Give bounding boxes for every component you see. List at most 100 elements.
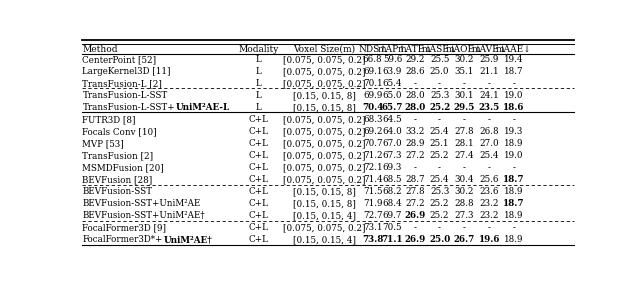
Text: 26.7: 26.7 [454, 235, 475, 244]
Text: 25.2: 25.2 [429, 103, 450, 112]
Text: 71.2: 71.2 [363, 151, 383, 160]
Text: 27.0: 27.0 [479, 139, 499, 148]
Text: 19.0: 19.0 [504, 91, 524, 100]
Text: 69.7: 69.7 [383, 211, 402, 220]
Text: 25.4: 25.4 [430, 127, 449, 136]
Text: -: - [413, 115, 416, 124]
Text: 70.4: 70.4 [362, 103, 383, 112]
Text: [0.15, 0.15, 8]: [0.15, 0.15, 8] [293, 91, 356, 100]
Text: 25.3: 25.3 [430, 187, 449, 196]
Text: 65.4: 65.4 [383, 79, 403, 88]
Text: 28.6: 28.6 [405, 67, 424, 76]
Text: 26.9: 26.9 [404, 235, 426, 244]
Text: 28.0: 28.0 [404, 103, 426, 112]
Text: 73.1: 73.1 [363, 223, 382, 232]
Text: mATE↓: mATE↓ [397, 45, 432, 54]
Text: 26.9: 26.9 [404, 211, 426, 220]
Text: 19.0: 19.0 [504, 151, 524, 160]
Text: -: - [513, 115, 515, 124]
Text: mASE↓: mASE↓ [422, 45, 458, 54]
Text: -: - [513, 163, 515, 172]
Text: 23.6: 23.6 [479, 187, 499, 196]
Text: FocalFormer3D*+: FocalFormer3D*+ [83, 235, 163, 244]
Text: 18.7: 18.7 [503, 175, 525, 184]
Text: 23.2: 23.2 [479, 199, 499, 208]
Text: 66.8: 66.8 [363, 55, 383, 64]
Text: 70.1: 70.1 [363, 79, 383, 88]
Text: 25.4: 25.4 [479, 151, 499, 160]
Text: -: - [438, 79, 441, 88]
Text: MSMDFusion [20]: MSMDFusion [20] [83, 163, 164, 172]
Text: L: L [256, 79, 261, 88]
Text: C+L: C+L [248, 175, 269, 184]
Text: 69.3: 69.3 [383, 163, 402, 172]
Text: 68.3: 68.3 [363, 115, 382, 124]
Text: mAAE↓: mAAE↓ [496, 45, 532, 54]
Text: 27.8: 27.8 [454, 127, 474, 136]
Text: [0.075, 0.075, 0.2]: [0.075, 0.075, 0.2] [283, 55, 365, 64]
Text: 68.5: 68.5 [383, 175, 402, 184]
Text: [0.15, 0.15, 8]: [0.15, 0.15, 8] [293, 103, 356, 112]
Text: [0.075, 0.075, 0.2]: [0.075, 0.075, 0.2] [283, 223, 365, 232]
Text: Voxel Size(m): Voxel Size(m) [293, 45, 355, 54]
Text: 19.4: 19.4 [504, 55, 524, 64]
Text: 25.0: 25.0 [429, 235, 450, 244]
Text: C+L: C+L [248, 163, 269, 172]
Text: -: - [438, 223, 441, 232]
Text: 71.5: 71.5 [363, 187, 382, 196]
Text: mAVE↓: mAVE↓ [472, 45, 507, 54]
Text: C+L: C+L [248, 235, 269, 244]
Text: TransFusion-L [2]: TransFusion-L [2] [83, 79, 163, 88]
Text: 29.2: 29.2 [405, 55, 424, 64]
Text: 18.7: 18.7 [504, 67, 524, 76]
Text: 18.9: 18.9 [504, 187, 524, 196]
Text: -: - [438, 115, 441, 124]
Text: -: - [438, 163, 441, 172]
Text: C+L: C+L [248, 151, 269, 160]
Text: [0.075, 0.075, 0.2]: [0.075, 0.075, 0.2] [283, 175, 365, 184]
Text: 71.4: 71.4 [363, 175, 383, 184]
Text: 25.5: 25.5 [430, 55, 449, 64]
Text: 25.0: 25.0 [430, 67, 449, 76]
Text: LargeKernel3D [11]: LargeKernel3D [11] [83, 67, 171, 76]
Text: C+L: C+L [248, 139, 269, 148]
Text: 18.9: 18.9 [504, 139, 524, 148]
Text: 63.9: 63.9 [383, 67, 402, 76]
Text: 28.0: 28.0 [405, 91, 424, 100]
Text: C+L: C+L [248, 127, 269, 136]
Text: 26.8: 26.8 [479, 127, 499, 136]
Text: -: - [463, 223, 466, 232]
Text: 28.9: 28.9 [405, 139, 424, 148]
Text: C+L: C+L [248, 211, 269, 220]
Text: 30.2: 30.2 [454, 187, 474, 196]
Text: 18.7: 18.7 [503, 199, 525, 208]
Text: 27.8: 27.8 [405, 187, 424, 196]
Text: L: L [256, 67, 261, 76]
Text: 19.6: 19.6 [479, 235, 500, 244]
Text: MVP [53]: MVP [53] [83, 139, 124, 148]
Text: 30.4: 30.4 [454, 175, 474, 184]
Text: 24.1: 24.1 [479, 91, 499, 100]
Text: 28.8: 28.8 [454, 199, 474, 208]
Text: 21.1: 21.1 [479, 67, 499, 76]
Text: [0.15, 0.15, 4]: [0.15, 0.15, 4] [292, 211, 356, 220]
Text: CenterPoint [52]: CenterPoint [52] [83, 55, 157, 64]
Text: C+L: C+L [248, 115, 269, 124]
Text: 28.7: 28.7 [405, 175, 424, 184]
Text: [0.075, 0.075, 0.2]: [0.075, 0.075, 0.2] [283, 151, 365, 160]
Text: [0.15, 0.15, 4]: [0.15, 0.15, 4] [292, 235, 356, 244]
Text: 69.1: 69.1 [363, 67, 382, 76]
Text: 64.5: 64.5 [383, 115, 403, 124]
Text: BEVFusion-SST+UniM²AE: BEVFusion-SST+UniM²AE [83, 199, 201, 208]
Text: 25.3: 25.3 [430, 91, 449, 100]
Text: 70.7: 70.7 [363, 139, 383, 148]
Text: Modality: Modality [238, 45, 279, 54]
Text: 59.6: 59.6 [383, 55, 402, 64]
Text: -: - [413, 223, 416, 232]
Text: 64.0: 64.0 [383, 127, 403, 136]
Text: [0.15, 0.15, 8]: [0.15, 0.15, 8] [293, 199, 356, 208]
Text: 25.6: 25.6 [479, 175, 499, 184]
Text: -: - [488, 115, 491, 124]
Text: 30.2: 30.2 [454, 55, 474, 64]
Text: 25.2: 25.2 [430, 211, 449, 220]
